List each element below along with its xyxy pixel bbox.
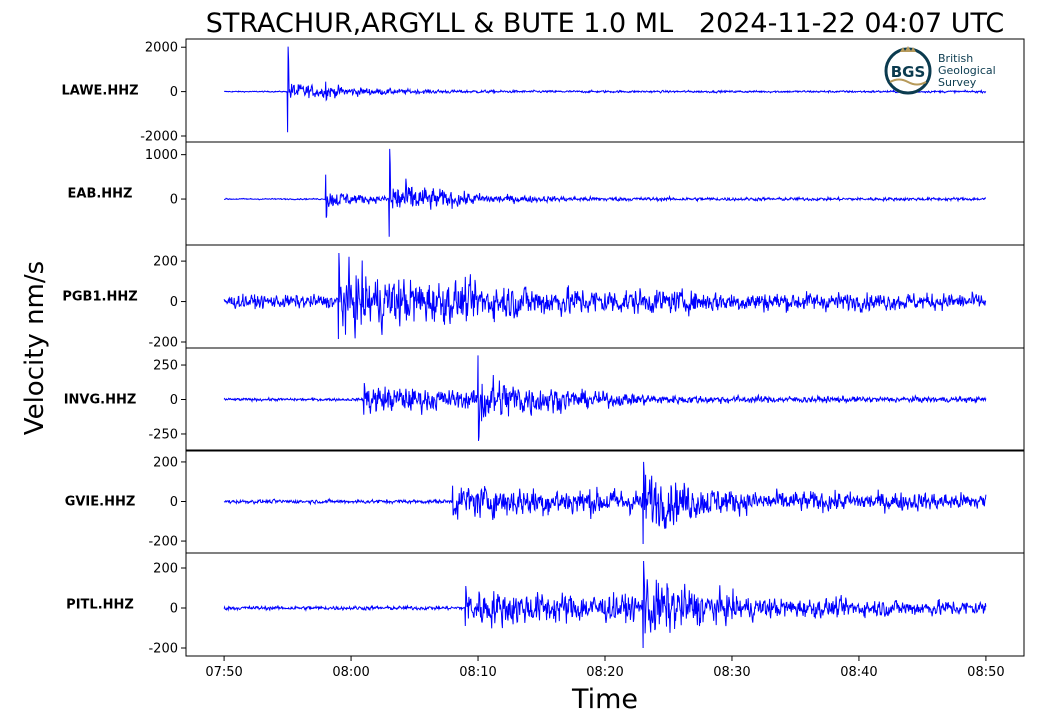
station-label: GVIE.HHZ: [65, 495, 136, 510]
x-tick-label: 08:30: [713, 665, 750, 680]
station-label: PGB1.HHZ: [62, 290, 137, 305]
waveform-line: [223, 252, 987, 340]
crown-icon: [900, 46, 916, 52]
waveform-line: [223, 461, 987, 545]
panel-pgb1-hhz: 200 0 -200 PGB1.HHZ: [62, 244, 1025, 351]
panel-invg-hhz: 250 0 -250 INVG.HHZ: [64, 347, 1025, 452]
y-tick-label: -200: [148, 642, 178, 657]
waveform-line: [223, 355, 987, 441]
y-tick-label: 2000: [145, 41, 178, 56]
station-label: EAB.HHZ: [68, 187, 133, 202]
y-tick-label: 0: [170, 602, 178, 617]
chart-title: STRACHUR,ARGYLL & BUTE 1.0 ML 2024-11-22…: [206, 8, 1005, 39]
panel-lawe-hhz: 2000 0 -2000 LAWE.HHZ: [61, 38, 1025, 145]
panel-pitl-hhz: 200 0 -200 PITL.HHZ: [66, 552, 1025, 657]
y-tick-label: 0: [170, 393, 178, 408]
station-label: INVG.HHZ: [64, 393, 137, 408]
waveform-line: [223, 560, 987, 649]
logo-text-line: Geological: [938, 64, 996, 77]
station-label: PITL.HHZ: [66, 598, 134, 613]
x-tick-label: 07:50: [205, 665, 242, 680]
x-tick-label: 08:50: [967, 665, 1004, 680]
y-tick-label: 250: [153, 359, 178, 374]
panel-gvie-hhz: 200 0 -200 GVIE.HHZ: [65, 449, 1025, 554]
y-tick-label: -200: [148, 336, 178, 351]
x-tick-label: 08:20: [586, 665, 623, 680]
waveform-line: [224, 46, 987, 133]
y-tick-label: 0: [170, 495, 178, 510]
logo-wave: [889, 78, 927, 86]
y-tick-label: 200: [153, 562, 178, 577]
x-tick-label: 08:10: [459, 665, 496, 680]
y-tick-label: 0: [170, 295, 178, 310]
y-axis-label: Velocity nm/s: [20, 261, 50, 435]
logo-mark: BGS: [891, 63, 926, 81]
logo-text-line: Survey: [938, 76, 977, 89]
station-panels: 20000-2000LAWE.HHZ10000EAB.HHZ2000-200PG…: [61, 38, 1025, 657]
station-label: LAWE.HHZ: [61, 84, 138, 99]
panel-eab-hhz: 1000 0 EAB.HHZ: [68, 141, 1025, 246]
y-tick-label: 200: [153, 255, 178, 270]
y-tick-label: 200: [153, 455, 178, 470]
x-tick-label: 08:00: [332, 665, 369, 680]
y-tick-label: -250: [148, 427, 178, 442]
y-tick-label: 1000: [145, 148, 178, 163]
x-axis-label: Time: [571, 684, 638, 715]
time-axis: 07:50 08:00 08:10 08:20 08:30 08:40 08:50: [205, 656, 1005, 680]
waveform-line: [224, 148, 986, 237]
y-tick-label: 0: [170, 85, 178, 100]
logo-text-line: British: [938, 52, 973, 65]
y-tick-label: -200: [148, 535, 178, 550]
panel-frame: [185, 141, 1025, 246]
y-tick-label: 0: [170, 193, 178, 208]
x-tick-label: 08:40: [840, 665, 877, 680]
y-tick-label: -2000: [140, 130, 178, 145]
